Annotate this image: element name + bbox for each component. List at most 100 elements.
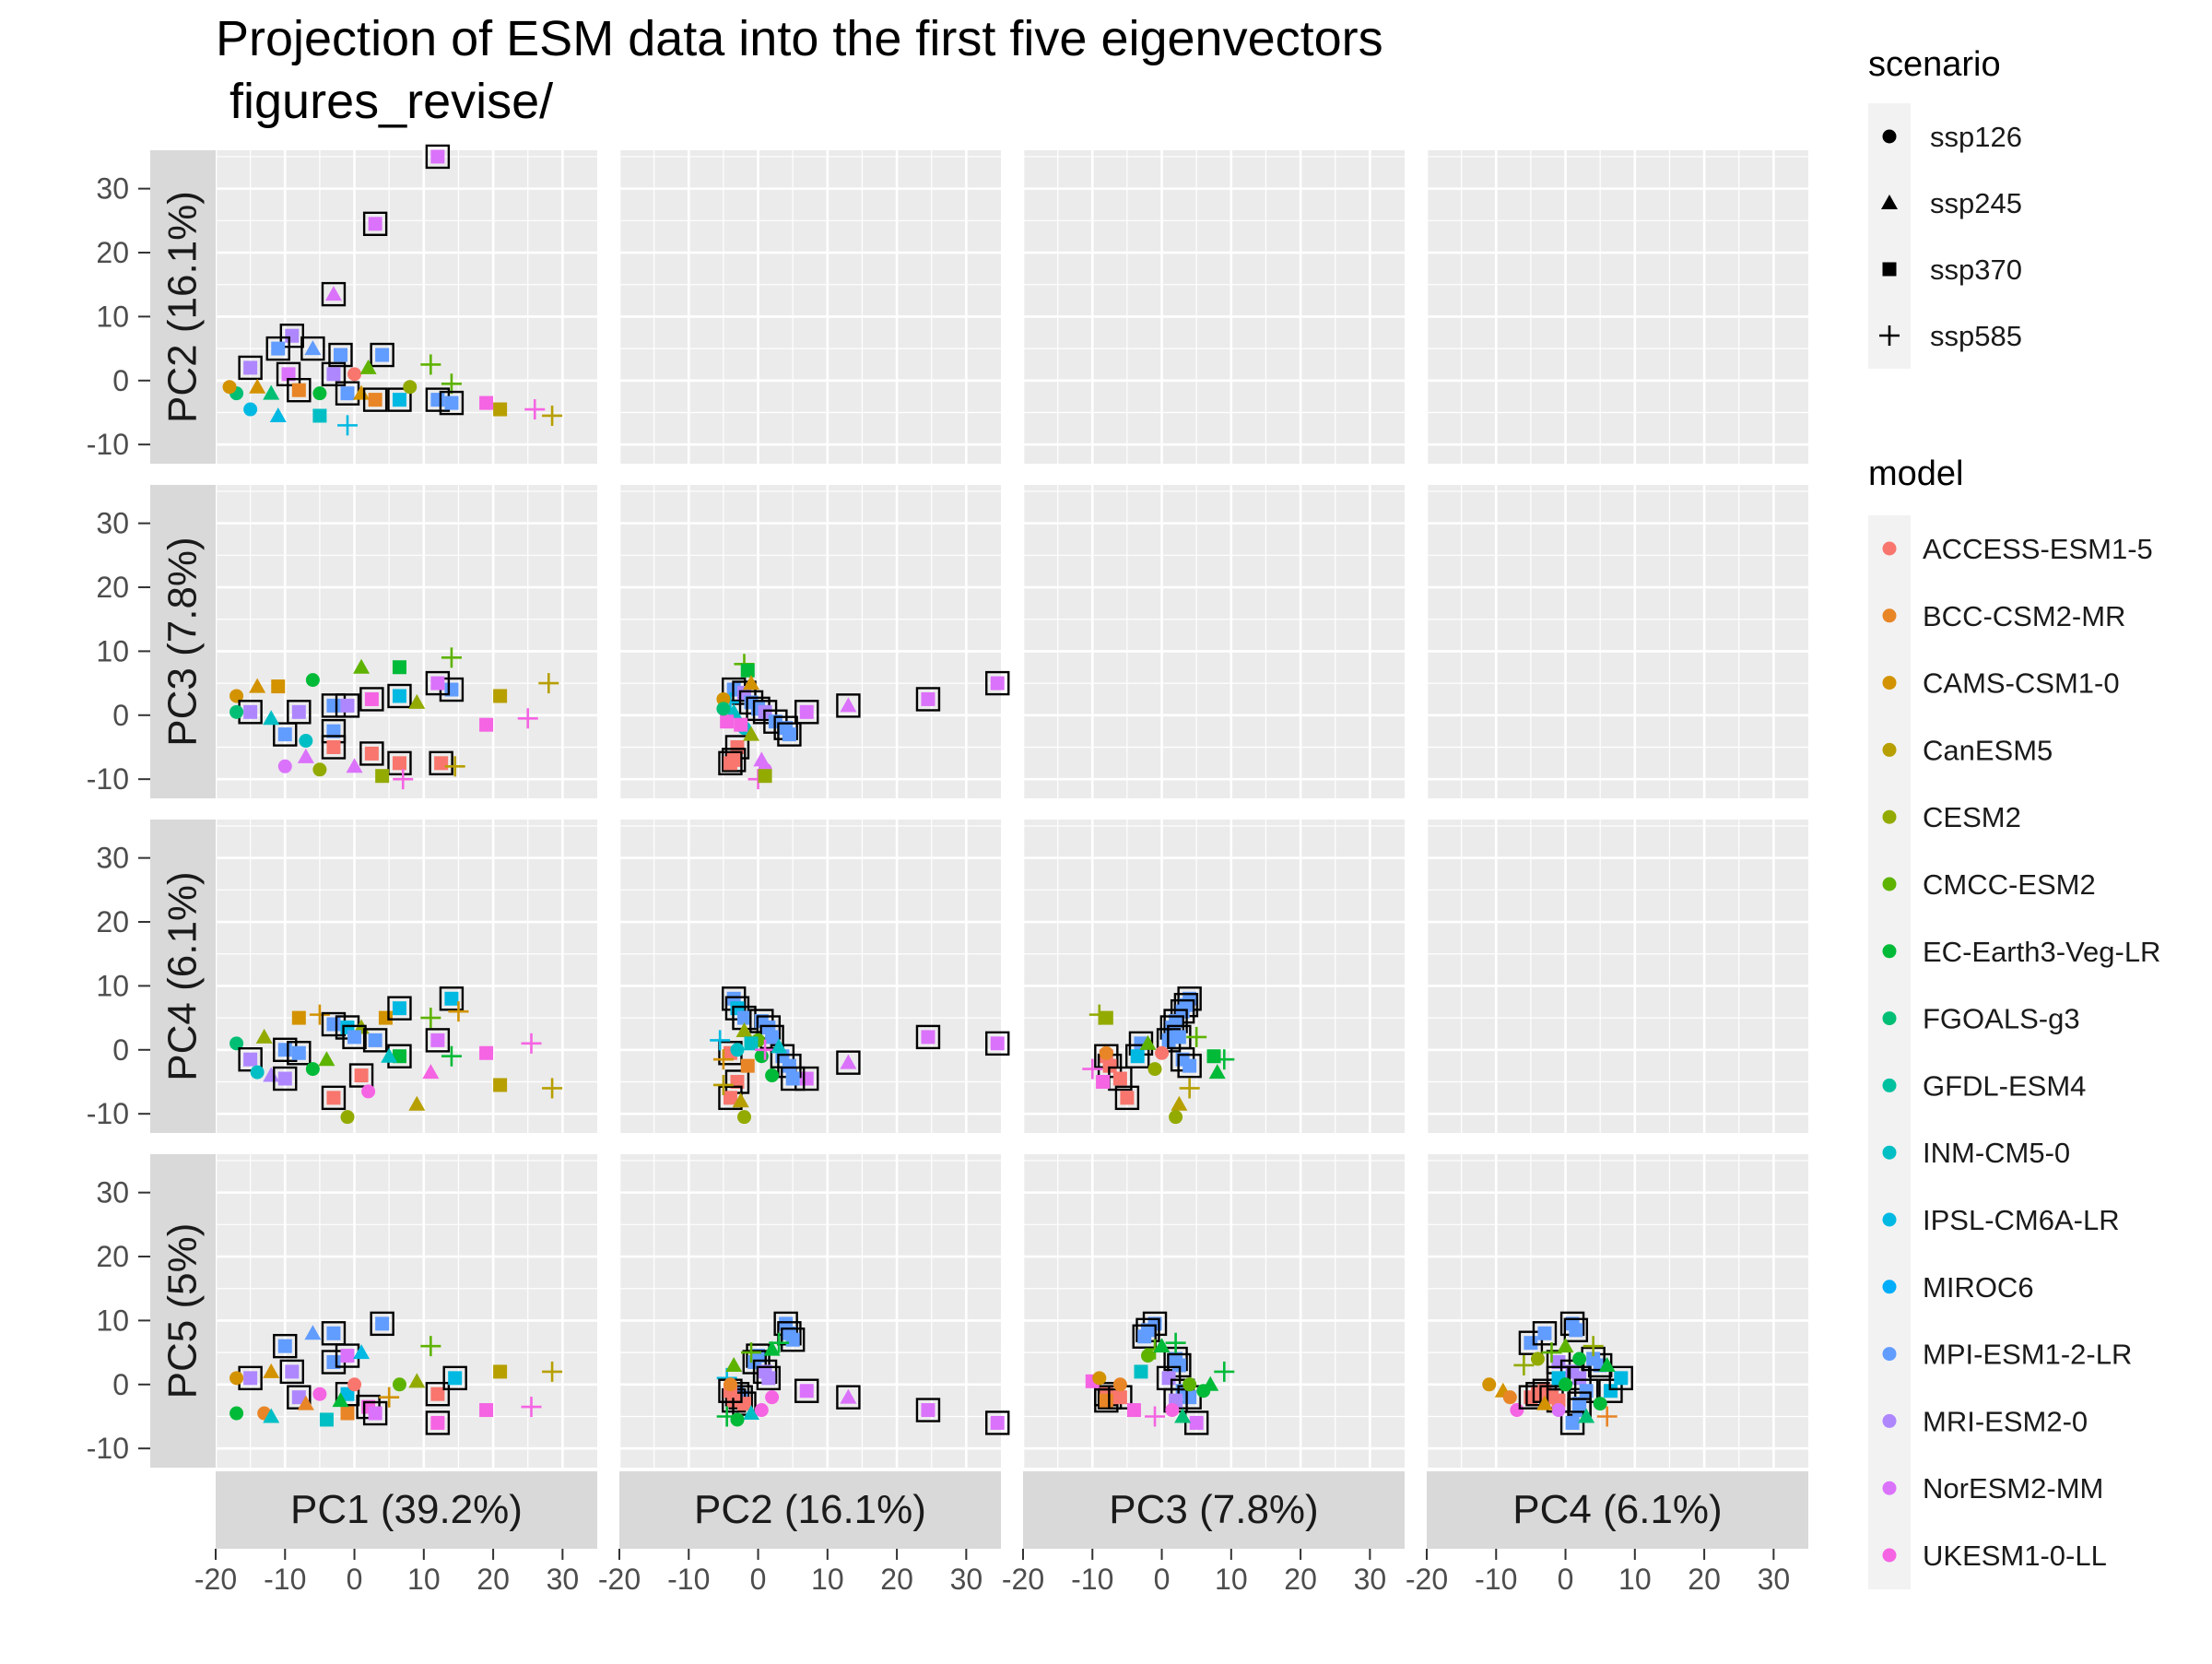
data-point <box>479 1403 494 1418</box>
legend-label-model: MPI-ESM1-2-LR <box>1923 1339 2132 1371</box>
panel-background <box>1427 485 1808 798</box>
data-point <box>744 1036 759 1051</box>
legend-label-model: NorESM2-MM <box>1923 1472 2103 1505</box>
panels-layer <box>214 144 1808 1468</box>
data-point <box>368 217 382 231</box>
panel-background <box>619 150 1001 464</box>
highlight-box <box>425 144 451 170</box>
data-point <box>326 1017 341 1032</box>
data-point <box>517 708 538 729</box>
data-point <box>761 1371 776 1386</box>
legend-key-model <box>1882 1212 1897 1227</box>
data-point <box>393 769 414 790</box>
highlight-box <box>387 387 412 412</box>
data-point <box>326 1326 341 1340</box>
row-strip-bg <box>150 820 216 1133</box>
y-tick-label: -10 <box>87 428 129 461</box>
data-point <box>291 1010 306 1025</box>
data-point <box>754 1049 769 1064</box>
highlight-box <box>425 1382 451 1407</box>
data-point <box>785 1071 800 1086</box>
data-point <box>420 354 441 375</box>
data-point <box>229 1036 244 1051</box>
y-tick-label: 30 <box>96 172 129 206</box>
data-point <box>1099 1393 1113 1408</box>
data-point <box>723 1091 737 1105</box>
legend-label-model: UKESM1-0-LL <box>1923 1540 2107 1572</box>
data-point <box>730 1074 745 1089</box>
highlight-box <box>321 735 347 760</box>
data-point <box>785 1332 800 1347</box>
data-point <box>765 1390 780 1405</box>
highlight-box <box>359 741 384 766</box>
x-tick-label: 20 <box>1688 1563 1721 1596</box>
column-strip-bg <box>619 1471 1001 1549</box>
x-tick-label: -10 <box>1071 1563 1113 1596</box>
highlight-box <box>348 1063 374 1088</box>
data-point <box>990 1036 1005 1051</box>
data-point <box>444 991 459 1006</box>
x-tick-label: -10 <box>264 1563 306 1596</box>
y-tick-label: 30 <box>96 1176 129 1210</box>
y-tick-label: 0 <box>112 364 129 397</box>
column-strip-bg <box>1427 1471 1808 1549</box>
legend-key-model <box>1882 742 1897 757</box>
data-point <box>990 1415 1005 1430</box>
data-point <box>716 691 731 706</box>
data-point <box>1565 1415 1580 1430</box>
panel-r3-c2 <box>1021 1154 1405 1468</box>
data-point <box>1174 1408 1192 1423</box>
data-point <box>1099 1010 1113 1025</box>
data-point <box>263 1363 280 1378</box>
x-tick-label: -20 <box>598 1563 641 1596</box>
data-point <box>420 1008 441 1029</box>
data-point <box>542 1078 563 1099</box>
data-point <box>1137 1329 1152 1344</box>
data-point <box>333 348 347 362</box>
data-point <box>277 1071 292 1086</box>
data-point <box>408 1095 426 1111</box>
series-points-r3-c0 <box>229 1311 563 1435</box>
x-tick-label: 30 <box>1354 1563 1387 1596</box>
data-point <box>346 758 363 773</box>
data-point <box>740 663 755 678</box>
data-point <box>921 1403 935 1418</box>
data-point <box>1196 1384 1211 1398</box>
legend-key-model <box>1882 1481 1897 1495</box>
data-point <box>420 1336 441 1357</box>
data-point <box>712 1049 734 1070</box>
data-point <box>799 1071 814 1086</box>
data-point <box>229 1371 244 1386</box>
data-point <box>1551 1393 1566 1408</box>
data-point <box>434 756 449 771</box>
data-point <box>430 149 445 164</box>
data-point <box>422 1064 440 1080</box>
data-point <box>1126 1403 1141 1418</box>
data-point <box>271 679 286 694</box>
data-point <box>1169 1110 1183 1125</box>
data-point <box>368 1033 382 1047</box>
highlight-box <box>279 324 304 348</box>
data-point <box>337 415 359 436</box>
highlight-box <box>425 1028 451 1053</box>
data-point <box>840 697 857 713</box>
data-point <box>1112 1390 1127 1405</box>
data-point <box>1182 1058 1197 1073</box>
legend-key-model <box>1882 944 1897 959</box>
data-point <box>479 395 494 410</box>
highlight-box <box>265 336 290 361</box>
legend-key-model <box>1882 1347 1897 1362</box>
data-point <box>324 286 342 301</box>
data-point <box>403 380 418 395</box>
data-point <box>332 1392 349 1408</box>
data-point <box>736 1110 751 1125</box>
column-strip-bg <box>1023 1471 1405 1549</box>
data-point <box>799 704 814 719</box>
panel-r3-c0 <box>214 1154 597 1468</box>
panel-background <box>619 485 1001 798</box>
data-point <box>542 1361 563 1382</box>
data-point <box>720 714 735 729</box>
data-point <box>392 393 406 407</box>
data-point <box>312 1387 327 1401</box>
data-point <box>263 384 280 400</box>
